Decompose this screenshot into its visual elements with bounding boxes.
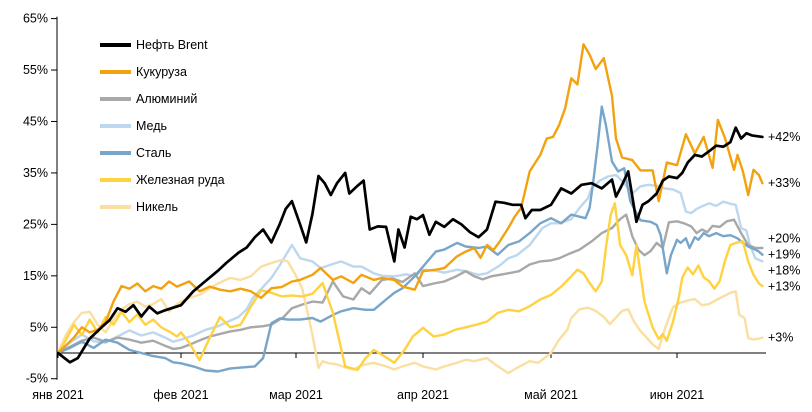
series-line-2: [56, 43, 764, 355]
y-axis-tick-label: 25%: [23, 217, 48, 231]
x-axis-tick-label: май 2021: [524, 388, 578, 402]
legend-item-6: Железная руда: [100, 166, 225, 193]
y-axis-tick-label: 15%: [23, 269, 48, 283]
series-line-6: [56, 202, 764, 372]
x-axis-tick-label: янв 2021: [32, 388, 84, 402]
x-axis-tick-label: апр 2021: [397, 388, 449, 402]
y-axis-tick-label: -5%: [26, 372, 48, 386]
x-axis-tick-label: фев 2021: [153, 388, 208, 402]
legend-color-line-icon: [100, 177, 131, 182]
legend-item-label: Медь: [136, 118, 168, 133]
chart-legend: Нефть Brent Кукуруза Алюминий Медь Сталь Желе…: [100, 31, 225, 220]
legend-color-line-icon: [100, 150, 131, 155]
legend-item-7: Никель: [100, 193, 225, 220]
legend-item-label: Нефть Brent: [136, 37, 208, 52]
legend-item-4: Медь: [100, 112, 225, 139]
series-end-label: +20%: [768, 232, 800, 246]
legend-item-2: Кукуруза: [100, 58, 225, 85]
series-end-label: +19%: [768, 248, 800, 262]
y-axis-tick-label: 45%: [23, 114, 48, 128]
series-end-label: +3%: [768, 331, 793, 345]
legend-item-3: Алюминий: [100, 85, 225, 112]
legend-item-label: Алюминий: [136, 91, 198, 106]
y-axis-tick-label: 55%: [23, 63, 48, 77]
series-line-3: [56, 213, 764, 355]
x-axis-tick-label: июн 2021: [650, 388, 705, 402]
legend-item-label: Кукуруза: [136, 64, 187, 79]
series-line-1: [56, 126, 764, 364]
series-end-label: +42%: [768, 130, 800, 144]
series-line-5: [56, 105, 764, 373]
y-axis-tick-label: 65%: [23, 12, 48, 26]
legend-item-1: Нефть Brent: [100, 31, 225, 58]
x-axis-tick-label: мар 2021: [269, 388, 323, 402]
series-end-label: +18%: [768, 264, 800, 278]
legend-item-label: Сталь: [136, 145, 172, 160]
series-end-label: +13%: [768, 280, 800, 294]
legend-item-label: Никель: [136, 199, 178, 214]
series-end-label: +33%: [768, 176, 800, 190]
legend-color-line-icon: [100, 42, 131, 47]
series-line-4: [56, 173, 764, 355]
legend-item-5: Сталь: [100, 139, 225, 166]
legend-color-line-icon: [100, 204, 131, 209]
y-axis-tick-label: 35%: [23, 166, 48, 180]
y-axis-tick-label: 5%: [30, 320, 48, 334]
legend-color-line-icon: [100, 96, 131, 101]
legend-item-label: Железная руда: [136, 172, 225, 187]
legend-color-line-icon: [100, 69, 131, 74]
legend-color-line-icon: [100, 123, 131, 128]
